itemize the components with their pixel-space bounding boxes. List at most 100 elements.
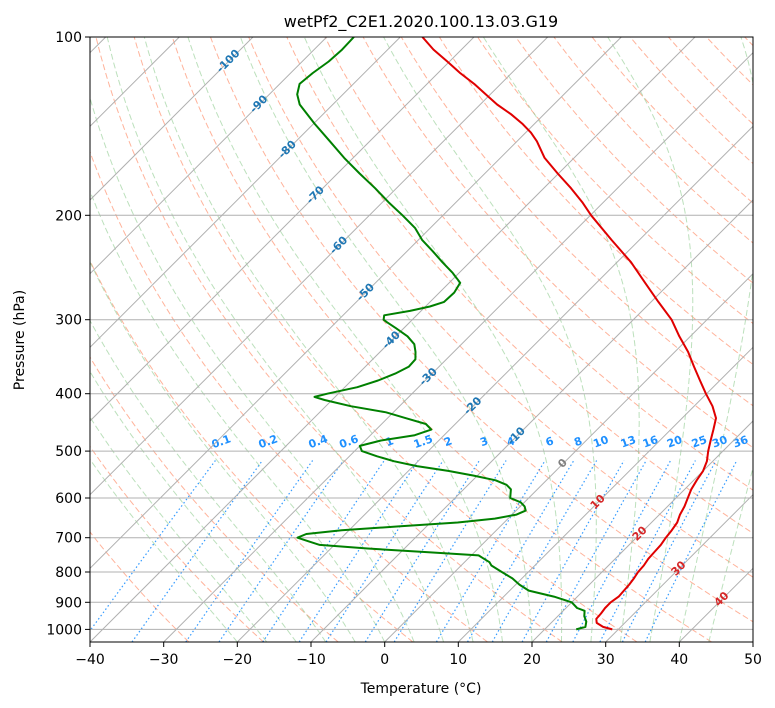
x-tick-label: −20 [223, 652, 253, 668]
mixing-ratio-line [218, 460, 344, 642]
mixing-ratio-label: 2 [442, 434, 454, 449]
mixing-ratio-line [599, 460, 696, 642]
x-axis-label: Temperature (°C) [360, 681, 482, 697]
moist-adiabat [90, 416, 268, 642]
x-tick-label: −10 [296, 652, 326, 668]
y-tick-label: 700 [55, 531, 82, 547]
moist-adiabat [607, 37, 694, 642]
isotherm-line [90, 37, 549, 496]
dry-adiabat [90, 259, 414, 642]
dry-adiabat [90, 356, 339, 642]
dry-adiabat [668, 37, 753, 125]
x-tick-label: −30 [149, 652, 179, 668]
x-tick-label: 10 [449, 652, 467, 668]
mixing-ratio-line [298, 460, 419, 642]
mixing-ratio-label: 8 [572, 434, 584, 449]
isotherm-line [90, 37, 328, 275]
dry-adiabat [324, 37, 753, 491]
x-tick-label: 50 [744, 652, 762, 668]
temperature-profile [421, 37, 717, 631]
plot-frame [89, 36, 754, 643]
y-axis-label: Pressure (hPa) [12, 290, 28, 390]
x-tick-label: −40 [75, 652, 105, 668]
y-tick-label: 800 [55, 565, 82, 581]
isotherm-line [163, 51, 753, 642]
axis-ticks: −40 −30 −20 −10 0 10 20 30 40 5010020030040050060… [46, 30, 762, 668]
dry-adiabat [515, 37, 753, 284]
dry-adiabat [629, 37, 753, 165]
isotherm-line [90, 37, 696, 642]
mixing-ratio-line [90, 460, 216, 632]
dry-adiabat [95, 37, 563, 642]
mixing-ratio-label: 20 [665, 433, 684, 451]
x-tick-label: 40 [670, 652, 688, 668]
mixing-ratio-line [466, 460, 575, 642]
mixing-ratio-label: 36 [731, 433, 750, 451]
isotherm-line [90, 37, 401, 349]
x-tick-label: 20 [523, 652, 541, 668]
dry-adiabat [248, 37, 753, 578]
y-tick-label: 600 [55, 491, 82, 507]
isotherm-line [457, 346, 753, 642]
dry-adiabat [90, 150, 488, 642]
dry-adiabat [744, 37, 753, 47]
moist-adiabat [90, 458, 238, 642]
isotherm-line [90, 37, 622, 570]
moist-adiabat [239, 37, 533, 642]
dry-adiabat [553, 37, 753, 244]
y-tick-label: 1000 [46, 622, 82, 638]
chart-title: wetPf2_C2E1.2020.100.13.03.G19 [284, 12, 558, 32]
mixing-ratio-label: 0.4 [307, 432, 330, 451]
y-tick-label: 900 [55, 595, 82, 611]
moist-adiabat [678, 37, 753, 642]
mixing-ratio-line [521, 460, 625, 642]
mixing-ratio-label: 3 [478, 434, 490, 449]
dry-adiabat [90, 531, 190, 642]
mixing-ratio-label: 30 [710, 433, 729, 451]
isotherm-line [384, 272, 753, 642]
mixing-ratio-line [491, 460, 598, 642]
isotherm-line [236, 125, 753, 642]
moist-adiabat [90, 260, 356, 642]
x-tick-label: 0 [380, 652, 389, 668]
isotherm-line [90, 37, 475, 422]
dry-adiabat [477, 37, 753, 325]
mixing-ratio-label: 16 [641, 433, 660, 451]
isotherm-line [752, 641, 753, 642]
mixing-ratio-label: 25 [690, 433, 709, 450]
moist-adiabat [90, 370, 297, 642]
y-tick-label: 400 [55, 387, 82, 403]
mixing-ratio-label: 1 [384, 434, 396, 449]
mixing-ratio-line [185, 460, 314, 642]
dry-adiabat [400, 37, 753, 407]
mixing-ratio-line [545, 460, 647, 642]
mixing-ratio-label: 13 [619, 433, 638, 450]
mixing-ratio-line [131, 460, 263, 642]
x-tick-label: 30 [597, 652, 615, 668]
mixing-ratio-label: 10 [591, 433, 610, 451]
isotherm-label-cold: -60 [327, 233, 350, 256]
dry-adiabat [706, 37, 753, 86]
y-tick-label: 100 [55, 30, 82, 46]
mixing-ratio-label: 6 [544, 434, 556, 449]
y-tick-label: 500 [55, 444, 82, 460]
dry-adiabat [210, 37, 753, 623]
mixing-ratio-line [393, 460, 507, 642]
moist-adiabat [383, 37, 597, 642]
y-tick-label: 200 [55, 208, 82, 224]
mixing-ratio-label: 1.5 [412, 432, 435, 451]
dry-adiabat [438, 37, 753, 366]
isotherm-line [678, 567, 753, 642]
y-tick-label: 300 [55, 313, 82, 329]
isotherm-line [605, 493, 753, 642]
plot-area: 0.10.20.40.611.52346810131620253036-100-… [90, 37, 753, 642]
mixing-ratio-line [262, 460, 385, 642]
dry-adiabat [591, 37, 753, 204]
dewpoint-profile [296, 37, 588, 631]
moist-adiabat [482, 37, 640, 642]
mixing-ratio-line [644, 460, 738, 642]
mixing-ratio-label: 0.1 [210, 432, 233, 451]
mixing-ratio-label: 0.2 [257, 432, 280, 451]
dry-adiabat [90, 445, 264, 642]
